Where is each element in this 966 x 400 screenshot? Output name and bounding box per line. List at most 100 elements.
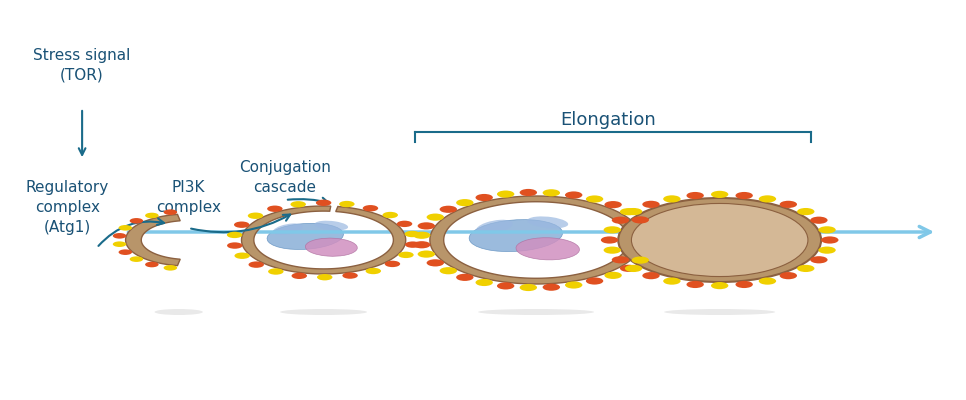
Circle shape bbox=[440, 267, 457, 274]
Text: Regulatory
complex
(Atg1): Regulatory complex (Atg1) bbox=[26, 180, 109, 234]
Circle shape bbox=[227, 232, 242, 238]
Ellipse shape bbox=[668, 222, 753, 250]
Circle shape bbox=[611, 217, 629, 224]
Circle shape bbox=[565, 192, 582, 199]
Circle shape bbox=[119, 225, 132, 231]
Circle shape bbox=[292, 273, 307, 279]
Circle shape bbox=[664, 278, 681, 285]
Circle shape bbox=[810, 217, 828, 224]
Text: PI3K
complex: PI3K complex bbox=[156, 180, 221, 215]
Circle shape bbox=[129, 256, 143, 262]
Circle shape bbox=[427, 259, 444, 266]
Circle shape bbox=[405, 242, 420, 248]
Ellipse shape bbox=[527, 216, 568, 228]
Circle shape bbox=[163, 265, 177, 271]
Circle shape bbox=[383, 212, 398, 218]
Circle shape bbox=[585, 277, 603, 284]
Circle shape bbox=[440, 206, 457, 213]
Circle shape bbox=[585, 196, 603, 203]
Ellipse shape bbox=[155, 309, 203, 315]
Circle shape bbox=[119, 249, 132, 255]
Ellipse shape bbox=[267, 223, 344, 250]
Circle shape bbox=[145, 213, 158, 218]
Polygon shape bbox=[126, 214, 181, 266]
Ellipse shape bbox=[674, 222, 707, 234]
Circle shape bbox=[520, 189, 537, 196]
Ellipse shape bbox=[272, 224, 303, 235]
Circle shape bbox=[113, 241, 127, 247]
Circle shape bbox=[145, 262, 158, 267]
Circle shape bbox=[632, 256, 649, 264]
Circle shape bbox=[797, 208, 814, 215]
Text: Stress signal
(TOR): Stress signal (TOR) bbox=[34, 48, 130, 83]
Circle shape bbox=[625, 208, 642, 215]
Text: Conjugation
cascade: Conjugation cascade bbox=[239, 160, 331, 195]
Circle shape bbox=[342, 272, 357, 279]
Circle shape bbox=[605, 201, 622, 208]
Circle shape bbox=[604, 246, 621, 254]
Circle shape bbox=[291, 201, 306, 208]
Ellipse shape bbox=[665, 309, 775, 315]
Circle shape bbox=[227, 242, 242, 249]
Circle shape bbox=[735, 192, 753, 199]
Circle shape bbox=[163, 209, 177, 215]
Circle shape bbox=[384, 261, 400, 267]
Circle shape bbox=[687, 281, 704, 288]
Circle shape bbox=[417, 250, 435, 258]
Circle shape bbox=[565, 281, 582, 288]
Circle shape bbox=[248, 212, 264, 219]
Ellipse shape bbox=[280, 309, 367, 315]
Circle shape bbox=[269, 268, 284, 275]
Circle shape bbox=[605, 272, 622, 279]
Circle shape bbox=[456, 199, 473, 206]
Circle shape bbox=[780, 201, 797, 208]
Circle shape bbox=[365, 268, 381, 274]
Circle shape bbox=[620, 265, 638, 272]
Circle shape bbox=[235, 252, 250, 259]
Circle shape bbox=[520, 284, 537, 291]
Circle shape bbox=[339, 201, 355, 207]
Circle shape bbox=[543, 284, 560, 291]
Circle shape bbox=[398, 252, 413, 258]
Circle shape bbox=[397, 221, 412, 227]
Circle shape bbox=[711, 191, 728, 198]
Circle shape bbox=[625, 265, 642, 272]
Circle shape bbox=[818, 246, 836, 254]
Circle shape bbox=[664, 195, 681, 202]
Ellipse shape bbox=[469, 220, 562, 252]
Circle shape bbox=[317, 274, 332, 280]
Circle shape bbox=[497, 282, 514, 290]
Circle shape bbox=[758, 195, 776, 202]
Circle shape bbox=[417, 222, 435, 230]
Ellipse shape bbox=[516, 238, 580, 260]
Circle shape bbox=[248, 262, 264, 268]
Circle shape bbox=[405, 231, 420, 237]
Circle shape bbox=[427, 214, 444, 221]
Circle shape bbox=[234, 222, 249, 228]
Circle shape bbox=[642, 272, 660, 279]
Circle shape bbox=[362, 205, 378, 212]
Circle shape bbox=[642, 201, 660, 208]
Ellipse shape bbox=[305, 238, 357, 256]
Text: Elongation: Elongation bbox=[560, 111, 657, 129]
Circle shape bbox=[604, 226, 621, 234]
Circle shape bbox=[543, 189, 560, 196]
Circle shape bbox=[758, 278, 776, 285]
Circle shape bbox=[821, 236, 838, 244]
Circle shape bbox=[618, 198, 821, 282]
Polygon shape bbox=[242, 206, 406, 274]
Ellipse shape bbox=[476, 220, 513, 234]
Circle shape bbox=[475, 194, 493, 201]
Circle shape bbox=[413, 241, 431, 248]
Ellipse shape bbox=[710, 238, 768, 258]
Circle shape bbox=[735, 281, 753, 288]
Circle shape bbox=[632, 204, 808, 276]
Circle shape bbox=[456, 274, 473, 281]
Circle shape bbox=[711, 282, 728, 289]
Circle shape bbox=[687, 192, 704, 199]
Circle shape bbox=[413, 232, 431, 239]
Circle shape bbox=[632, 216, 649, 224]
Circle shape bbox=[797, 265, 814, 272]
Circle shape bbox=[475, 279, 493, 286]
Circle shape bbox=[818, 226, 836, 234]
